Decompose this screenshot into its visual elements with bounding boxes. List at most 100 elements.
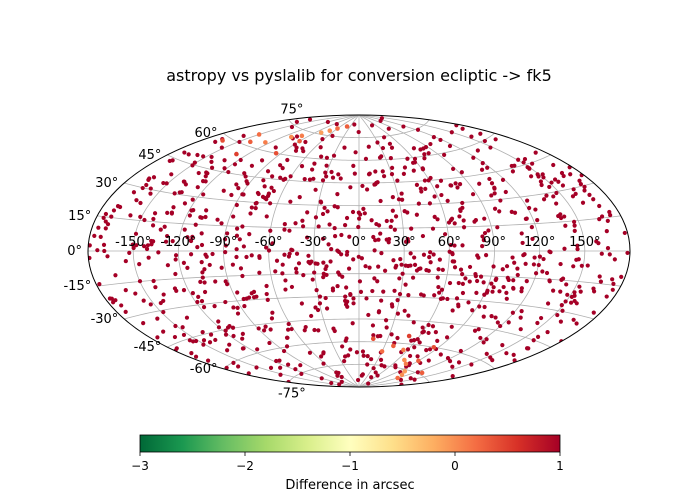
data-point: [408, 376, 413, 381]
data-point: [610, 287, 615, 292]
data-point: [200, 275, 205, 280]
data-point: [393, 265, 398, 270]
data-point: [371, 366, 376, 371]
data-point: [134, 198, 139, 203]
data-point: [577, 284, 582, 289]
data-point: [234, 254, 239, 260]
data-point: [540, 269, 545, 274]
data-point: [554, 190, 559, 196]
data-point: [336, 270, 341, 275]
data-point: [189, 351, 194, 356]
data-point: [487, 176, 492, 182]
data-point: [552, 177, 558, 182]
data-point: [605, 218, 610, 223]
longitude-tick-label: -30°: [300, 235, 328, 250]
meridian-line: [358, 114, 541, 388]
data-point: [297, 195, 302, 200]
data-point: [152, 211, 158, 216]
data-point: [144, 246, 150, 252]
data-point: [343, 298, 348, 303]
data-point: [316, 328, 321, 333]
data-point: [151, 216, 156, 222]
data-point-highlight: [406, 333, 412, 339]
data-point: [137, 279, 143, 284]
data-point: [181, 332, 187, 338]
data-point: [491, 285, 496, 290]
data-point: [575, 243, 580, 248]
data-point: [313, 187, 318, 192]
data-point: [393, 214, 399, 219]
data-point: [200, 270, 205, 275]
colorbar-label: Difference in arcsec: [285, 478, 414, 493]
data-point: [374, 180, 379, 186]
data-point: [303, 139, 308, 145]
data-point: [525, 198, 530, 203]
data-point: [329, 380, 334, 386]
data-point: [363, 264, 368, 269]
data-point: [216, 319, 221, 324]
data-point-highlight: [335, 126, 340, 131]
data-point: [223, 328, 228, 333]
data-point: [476, 327, 481, 332]
data-point: [170, 238, 175, 244]
data-point: [269, 185, 274, 190]
data-point: [257, 255, 262, 260]
data-point: [431, 134, 436, 140]
data-point: [500, 343, 505, 348]
data-point: [255, 347, 260, 352]
data-point: [286, 362, 291, 367]
data-point: [223, 279, 228, 284]
data-point: [92, 233, 97, 239]
data-point: [447, 359, 453, 364]
longitude-tick-label: -120°: [160, 235, 196, 250]
data-point: [262, 328, 267, 333]
data-point: [243, 174, 248, 179]
data-point: [199, 231, 204, 236]
data-point: [234, 182, 239, 187]
data-point: [153, 285, 158, 290]
data-point: [469, 134, 474, 139]
meridian-line: [358, 114, 586, 388]
data-point: [533, 271, 539, 276]
data-point: [253, 206, 258, 211]
data-point: [432, 293, 437, 298]
data-point: [409, 338, 414, 343]
data-point: [329, 169, 334, 175]
data-point: [406, 239, 411, 244]
data-point: [365, 354, 370, 359]
data-point: [156, 250, 161, 255]
data-point: [405, 156, 410, 161]
data-point: [460, 205, 465, 210]
data-point: [242, 171, 247, 176]
data-point: [331, 153, 337, 158]
data-point: [225, 325, 231, 330]
data-point: [430, 324, 436, 329]
data-point: [261, 178, 266, 183]
data-point: [447, 280, 453, 286]
data-point: [447, 249, 452, 254]
data-point: [227, 342, 232, 347]
data-point: [357, 279, 363, 284]
data-point: [169, 211, 174, 216]
data-point-highlight: [344, 124, 350, 129]
data-point: [213, 337, 218, 343]
longitude-tick-label: 0°: [352, 235, 367, 250]
data-point: [350, 209, 356, 215]
data-point: [554, 201, 559, 206]
data-point: [383, 318, 389, 323]
data-point: [356, 254, 361, 259]
data-point: [180, 325, 185, 330]
data-point: [109, 296, 114, 301]
data-point: [306, 253, 311, 258]
data-point: [240, 336, 245, 341]
data-point: [490, 358, 495, 363]
data-point: [373, 238, 378, 243]
data-point: [456, 304, 461, 309]
data-point-highlight: [299, 133, 305, 139]
data-point: [148, 186, 153, 191]
data-point: [482, 216, 487, 221]
data-point: [538, 179, 543, 184]
data-point: [611, 281, 616, 287]
data-point: [146, 255, 151, 260]
data-point-highlight: [379, 349, 385, 354]
